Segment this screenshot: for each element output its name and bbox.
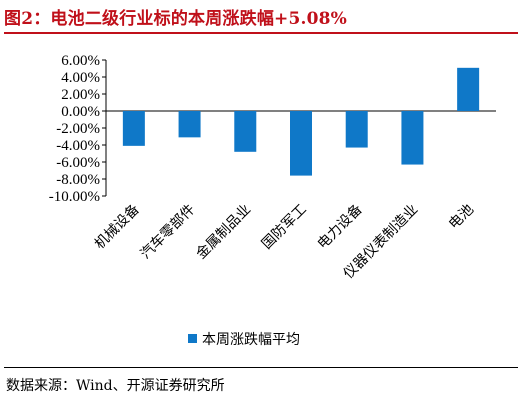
bars (122, 67, 480, 176)
title-rule (4, 32, 518, 34)
legend-label: 本周涨跌幅平均 (202, 332, 300, 348)
legend: 本周涨跌幅平均 (188, 332, 300, 348)
y-tick-label: -6.00% (56, 155, 100, 171)
y-tick-label: -8.00% (56, 172, 100, 188)
source-note: 数据来源：Wind、开源证券研究所 (6, 378, 225, 394)
y-tick-label: -10.00% (49, 189, 100, 205)
y-axis: 6.00%4.00%2.00%0.00%-2.00%-4.00%-6.00%-8… (49, 53, 496, 205)
footer-rule (4, 367, 518, 368)
y-tick-label: -4.00% (56, 138, 100, 154)
y-tick-label: 4.00% (61, 70, 100, 86)
x-category-label: 机械设备 (91, 201, 143, 253)
bar-7 (457, 67, 480, 111)
y-tick-label: -2.00% (56, 121, 100, 137)
x-category-label: 电池 (446, 202, 477, 233)
bar-2 (178, 111, 201, 138)
legend-swatch (188, 334, 197, 343)
x-category-label: 金属制品业 (193, 202, 254, 263)
bar-4 (290, 111, 312, 176)
bar-6 (401, 111, 424, 165)
chart-title: 图2：电池二级行业标的本周涨跌幅+5.08% (4, 9, 348, 29)
bar-1 (122, 111, 145, 146)
bar-5 (345, 111, 368, 148)
bar-3 (234, 111, 257, 152)
x-category-label: 电力设备 (314, 201, 366, 253)
y-tick-label: 2.00% (61, 87, 100, 103)
x-category-label: 国防军工 (259, 202, 310, 253)
y-tick-label: 0.00% (61, 104, 100, 120)
x-category-label: 汽车零部件 (137, 201, 199, 263)
y-tick-label: 6.00% (61, 53, 100, 69)
